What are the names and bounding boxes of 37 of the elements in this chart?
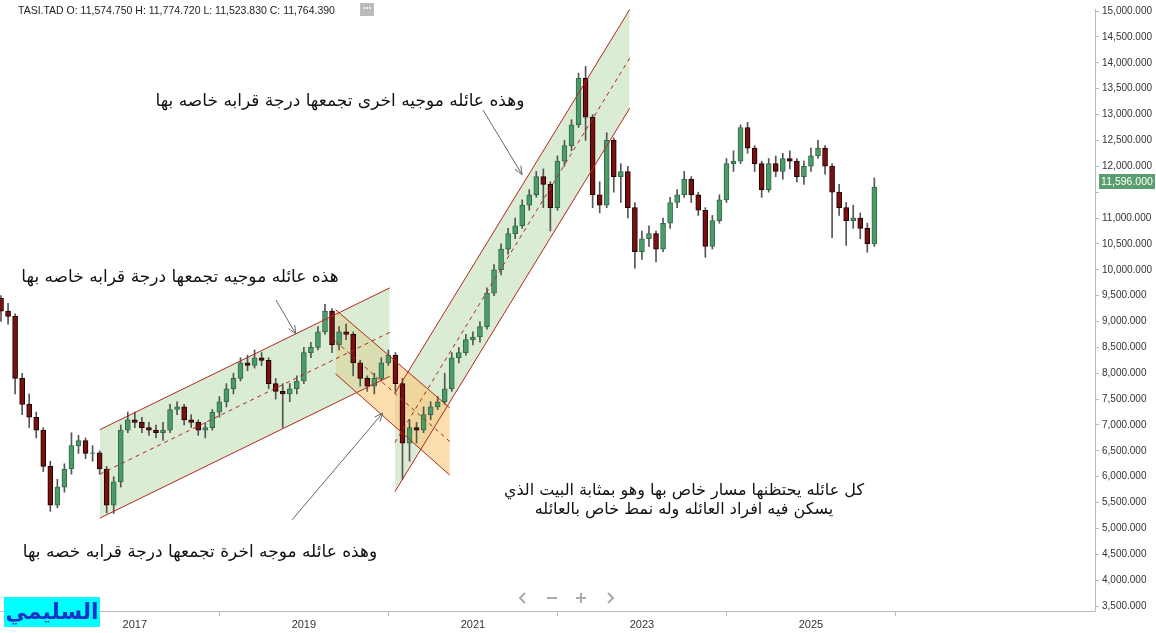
y-tick-label: 14,500.000 (1102, 30, 1153, 42)
annotation: كل عائله يحتظنها مسار خاص بها وهو بمثابة البيت الذي يسكن فيه افراد العائله وله نمط خاص بالعائله (503, 479, 865, 519)
x-tick-label: 2021 (460, 617, 486, 630)
y-tick-label: 9,000.000 (1102, 315, 1147, 327)
y-tick-label: 12,500.000 (1102, 134, 1153, 146)
y-tick-label: 9,500.000 (1102, 289, 1147, 301)
x-tick-label: 2017 (122, 617, 148, 630)
annotation: TASI.TAD O: 11,574.750 H: 11,774.720 L: 11,523.830 C: 11,764.390 (18, 4, 335, 17)
y-tick-label: 7,000.000 (1102, 418, 1147, 430)
x-tick-label: 2025 (798, 617, 824, 630)
x-tick-label: 2023 (629, 617, 655, 630)
y-tick-label: 14,000.000 (1102, 56, 1153, 68)
y-tick-label: 13,500.000 (1102, 82, 1153, 94)
y-tick-label: 4,500.000 (1102, 548, 1147, 560)
y-tick-label: 6,000.000 (1102, 470, 1147, 482)
y-tick-label: 6,500.000 (1102, 444, 1147, 456)
y-tick-label: 8,000.000 (1102, 367, 1147, 378)
y-tick-label: 5,000.000 (1102, 522, 1147, 534)
annotation: هذه عائله موجيه تجمعها درجة قرابه خاصه بها (21, 265, 339, 287)
y-tick-label: 12,000.000 (1102, 160, 1153, 172)
y-tick-label: 11,000.000 (1102, 211, 1152, 223)
x-tick-label: 2019 (291, 617, 317, 630)
y-tick-label: 4,000.000 (1102, 573, 1147, 585)
y-tick-label: 15,000.000 (1102, 4, 1153, 16)
candlestick (646, 225, 652, 247)
annotation: وهذه عائله موجيه اخرى تجمعها درجة قرابه خاصه بها (155, 89, 525, 111)
text: 11,596.000 (1099, 174, 1155, 189)
annotation: السليمي (4, 597, 100, 627)
y-tick-label: 7,500.000 (1102, 392, 1147, 404)
y-tick-label: 10,000.000 (1102, 263, 1153, 275)
y-tick-label: 10,500.000 (1102, 237, 1153, 249)
y-tick-label: 8,500.000 (1102, 341, 1147, 353)
y-tick-label: 5,500.000 (1102, 496, 1147, 508)
y-tick-label: 3,500.000 (1102, 599, 1147, 611)
candlestick (617, 163, 624, 203)
y-tick-label: 13,000.000 (1102, 108, 1153, 120)
annotation: وهذه عائله موجه اخرة تجمعها درجة قرابه خصه بها (22, 540, 378, 562)
